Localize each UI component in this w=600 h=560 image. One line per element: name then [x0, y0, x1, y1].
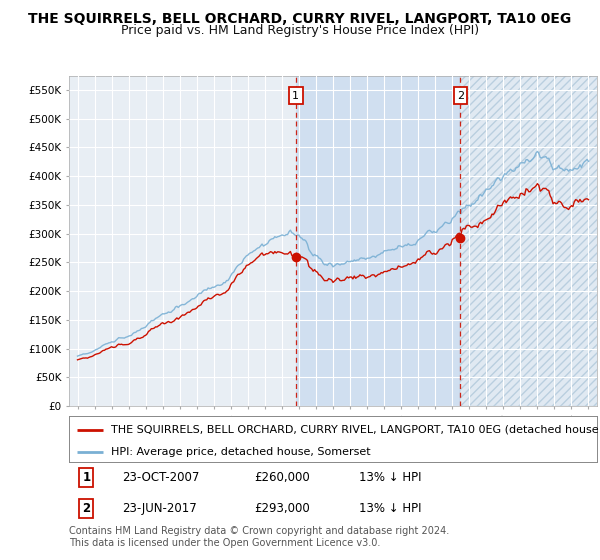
Text: Contains HM Land Registry data © Crown copyright and database right 2024.
This d: Contains HM Land Registry data © Crown c…	[69, 526, 449, 548]
Text: 2: 2	[82, 502, 91, 515]
Bar	[460, 76, 600, 406]
Text: 13% ↓ HPI: 13% ↓ HPI	[359, 502, 422, 515]
Text: HPI: Average price, detached house, Somerset: HPI: Average price, detached house, Some…	[111, 447, 371, 457]
Text: £293,000: £293,000	[254, 502, 310, 515]
Text: 23-JUN-2017: 23-JUN-2017	[122, 502, 197, 515]
Bar	[460, 76, 600, 406]
Text: 1: 1	[82, 471, 91, 484]
Text: 2: 2	[457, 91, 464, 101]
Text: THE SQUIRRELS, BELL ORCHARD, CURRY RIVEL, LANGPORT, TA10 0EG (detached house: THE SQUIRRELS, BELL ORCHARD, CURRY RIVEL…	[111, 425, 599, 435]
Text: 23-OCT-2007: 23-OCT-2007	[122, 471, 199, 484]
Text: £260,000: £260,000	[254, 471, 310, 484]
Text: Price paid vs. HM Land Registry's House Price Index (HPI): Price paid vs. HM Land Registry's House …	[121, 24, 479, 37]
Text: THE SQUIRRELS, BELL ORCHARD, CURRY RIVEL, LANGPORT, TA10 0EG: THE SQUIRRELS, BELL ORCHARD, CURRY RIVEL…	[28, 12, 572, 26]
Bar	[296, 76, 460, 406]
Text: 1: 1	[292, 91, 299, 101]
Text: 13% ↓ HPI: 13% ↓ HPI	[359, 471, 422, 484]
